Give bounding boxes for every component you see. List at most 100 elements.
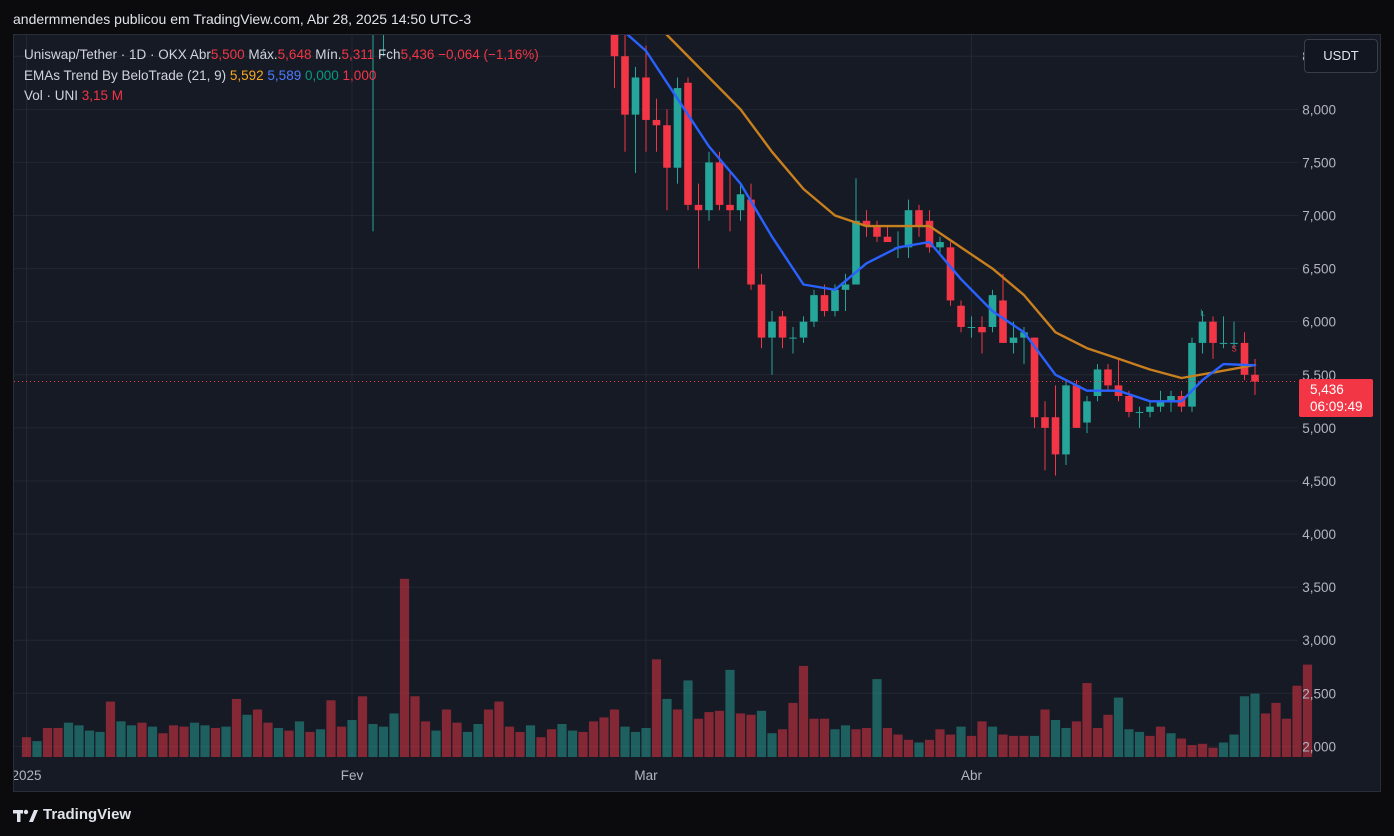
volume-bar [294,721,305,757]
candle-body [610,35,619,57]
legend-symbol-row: Uniswap/Tether · 1D · OKX Abr5,500 Máx.5… [24,45,539,66]
volume-bar [536,737,546,757]
tradingview-logo-icon [13,809,38,822]
ema-slow-value: 5,592 [229,67,264,83]
volume-bar [74,725,84,757]
y-tick-label: 5,000 [1302,421,1336,436]
candle-body [694,204,703,211]
volume-bar [672,709,683,757]
volume-bar [483,709,494,757]
x-tick-label: 2025 [14,768,42,783]
volume-bar [924,739,935,757]
volume-bar [746,714,756,757]
candle-body [652,119,661,126]
volume-bar [1134,731,1145,757]
volume-bar [956,726,966,757]
candle-body [1167,396,1175,402]
y-tick-label: 7,000 [1302,209,1336,224]
volume-bar [1208,747,1218,757]
candle-body [715,162,724,205]
volume-bar [305,731,315,757]
candle-body [1209,321,1217,343]
volume-indicator-name[interactable]: Vol · UNI [24,88,79,103]
candle-body [631,77,640,115]
candle-body [810,295,818,322]
candle-body [946,247,955,301]
volume-bar [158,733,168,757]
volume-bar [725,669,735,757]
volume-bar [767,733,777,757]
candle-body [852,220,860,285]
candle-body [1104,369,1112,386]
volume-bar [326,700,336,757]
candle-body [747,199,755,285]
volume-bar [494,701,504,757]
candle-body [925,220,934,248]
volume-bar [1176,738,1187,757]
volume-bar [515,731,525,757]
y-tick-label: 3,000 [1302,633,1336,648]
volume-bar [1061,727,1071,757]
volume-bar [410,696,420,757]
volume-bar [830,729,840,757]
volume-bar [473,724,483,757]
price-chart[interactable]: LS8,5008,0007,5007,0006,5006,0005,5005,0… [14,35,1380,791]
volume-bar [620,726,630,757]
volume-bar [809,718,819,757]
volume-bar [641,727,651,757]
candle-body [820,295,829,312]
x-tick-label: Fev [341,768,364,783]
candle-body [915,210,923,227]
legend-volume-row: Vol · UNI 3,15 M [24,86,539,107]
volume-bar [683,680,693,757]
candle-body [621,56,629,115]
volume-bar [1271,702,1281,757]
candle-body [1093,369,1102,396]
volume-bar [284,730,294,757]
candle-body [736,194,745,211]
volume-bar [1155,726,1166,757]
currency-button[interactable]: USDT [1304,39,1378,73]
symbol-label[interactable]: Uniswap/Tether · 1D · OKX [24,47,187,62]
volume-bar [200,725,210,757]
candle-body [1251,374,1259,382]
volume-bar [1113,697,1124,757]
candle-body [1051,417,1060,455]
candle-body [1062,385,1070,455]
volume-bar [630,731,641,757]
candle-body [1135,411,1144,413]
ema-fast-value: 5,589 [267,67,302,83]
ema-indicator-name[interactable]: EMAs Trend By BeloTrade (21, 9) [24,67,227,83]
volume-bar [357,696,368,757]
volume-bar [777,729,788,757]
volume-bar [389,713,399,757]
volume-bar [1229,734,1239,757]
volume-bar [347,720,357,757]
candle-body [1041,417,1049,428]
volume-bar [1187,745,1197,757]
volume-bar [1103,714,1113,757]
volume-bar [662,698,672,757]
y-tick-label: 2,500 [1302,686,1336,701]
low-value: 5,311 [341,47,375,62]
volume-bar [1292,685,1302,757]
volume-bar [1029,735,1040,757]
chart-frame[interactable]: LS8,5008,0007,5007,0006,5006,0005,5005,0… [13,34,1381,792]
volume-bar [840,725,851,757]
volume-bar [336,726,347,757]
volume-bar [1092,727,1103,757]
candle-body [967,326,976,328]
volume-bar [452,722,462,757]
volume-bar [105,701,116,757]
candle-body [757,284,766,338]
volume-bar [567,730,578,757]
volume-bar [1145,735,1155,757]
bar-countdown: 06:09:49 [1310,399,1363,414]
candle-body [663,125,671,168]
volume-bar [315,729,326,757]
volume-bar [651,659,662,757]
candle-body [1020,332,1028,338]
volume-bar [63,722,74,757]
candle-body [831,289,839,312]
y-tick-label: 4,500 [1302,474,1336,489]
